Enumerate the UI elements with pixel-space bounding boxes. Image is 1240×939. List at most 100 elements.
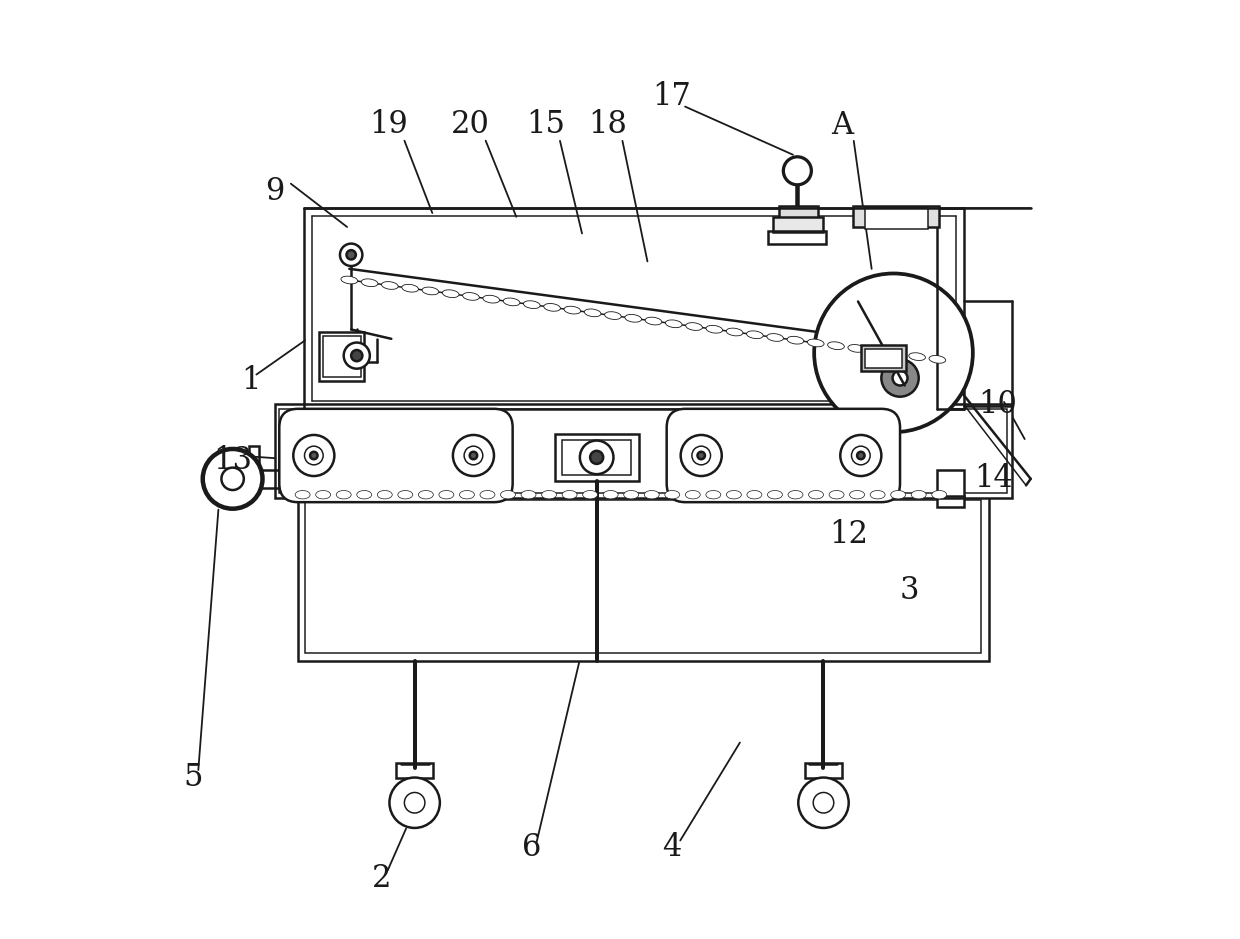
Ellipse shape [402, 285, 418, 292]
Ellipse shape [808, 490, 823, 499]
Ellipse shape [377, 490, 392, 499]
Ellipse shape [605, 312, 621, 319]
Ellipse shape [482, 295, 500, 303]
Circle shape [815, 273, 973, 432]
Text: 17: 17 [652, 81, 691, 112]
Ellipse shape [316, 490, 331, 499]
Ellipse shape [727, 328, 743, 336]
Text: A: A [831, 111, 853, 142]
Ellipse shape [686, 490, 701, 499]
Text: 5: 5 [184, 762, 203, 793]
Text: 4: 4 [662, 832, 681, 863]
Ellipse shape [523, 300, 541, 309]
Text: 20: 20 [451, 109, 490, 140]
Bar [864, 208, 928, 229]
Bar [274, 404, 1012, 498]
Ellipse shape [706, 326, 723, 333]
Ellipse shape [624, 490, 639, 499]
Circle shape [784, 157, 811, 185]
Bar [324, 336, 361, 377]
Ellipse shape [830, 490, 844, 499]
Ellipse shape [584, 309, 601, 316]
Ellipse shape [503, 298, 520, 306]
Bar [305, 500, 981, 654]
Ellipse shape [686, 323, 702, 331]
Circle shape [203, 449, 263, 509]
Bar [769, 231, 826, 243]
Circle shape [343, 343, 370, 369]
Bar [864, 349, 901, 368]
Circle shape [340, 243, 362, 266]
Bar [562, 439, 631, 475]
Bar [937, 470, 963, 498]
Ellipse shape [807, 339, 825, 346]
Bar [805, 762, 842, 777]
Ellipse shape [336, 490, 351, 499]
Ellipse shape [583, 490, 598, 499]
Circle shape [305, 446, 324, 465]
Circle shape [590, 451, 603, 464]
Ellipse shape [645, 317, 662, 325]
Bar [279, 408, 1007, 493]
Bar [779, 207, 818, 220]
Bar [861, 346, 905, 372]
Text: 1: 1 [242, 365, 262, 396]
Ellipse shape [746, 490, 761, 499]
Ellipse shape [460, 490, 475, 499]
Ellipse shape [521, 490, 536, 499]
Text: 2: 2 [372, 863, 392, 894]
Circle shape [310, 452, 317, 459]
Circle shape [882, 360, 919, 396]
Ellipse shape [443, 290, 459, 298]
Ellipse shape [766, 333, 784, 342]
Ellipse shape [398, 490, 413, 499]
Circle shape [799, 777, 848, 828]
Circle shape [346, 250, 356, 259]
Ellipse shape [868, 347, 885, 355]
Ellipse shape [422, 287, 439, 295]
Circle shape [580, 440, 614, 474]
Ellipse shape [706, 490, 720, 499]
Ellipse shape [418, 490, 433, 499]
Circle shape [389, 777, 440, 828]
Text: 10: 10 [978, 389, 1018, 420]
Ellipse shape [382, 282, 398, 289]
Bar [853, 207, 939, 227]
FancyBboxPatch shape [279, 408, 512, 502]
Ellipse shape [727, 490, 742, 499]
Text: 18: 18 [589, 109, 627, 140]
Circle shape [351, 350, 362, 362]
Text: 13: 13 [213, 445, 252, 476]
Ellipse shape [361, 279, 378, 286]
Circle shape [697, 452, 706, 459]
Circle shape [857, 452, 864, 459]
Text: 12: 12 [830, 519, 868, 550]
Ellipse shape [603, 490, 618, 499]
Ellipse shape [501, 490, 516, 499]
Circle shape [692, 446, 711, 465]
Circle shape [453, 435, 494, 476]
Ellipse shape [544, 303, 560, 311]
Text: 19: 19 [370, 109, 408, 140]
Circle shape [893, 371, 908, 386]
Bar [937, 496, 963, 507]
Ellipse shape [870, 490, 885, 499]
Circle shape [294, 435, 335, 476]
Text: 3: 3 [899, 576, 919, 607]
Ellipse shape [827, 342, 844, 349]
Bar [249, 446, 259, 493]
Circle shape [681, 435, 722, 476]
Ellipse shape [889, 350, 905, 358]
Ellipse shape [848, 345, 864, 352]
Ellipse shape [665, 490, 680, 499]
Ellipse shape [463, 293, 480, 300]
Circle shape [841, 435, 882, 476]
Ellipse shape [562, 490, 577, 499]
Circle shape [852, 446, 870, 465]
Ellipse shape [787, 490, 804, 499]
Ellipse shape [666, 320, 682, 328]
Ellipse shape [341, 276, 357, 284]
Ellipse shape [746, 331, 763, 339]
Ellipse shape [480, 490, 495, 499]
Ellipse shape [911, 490, 926, 499]
